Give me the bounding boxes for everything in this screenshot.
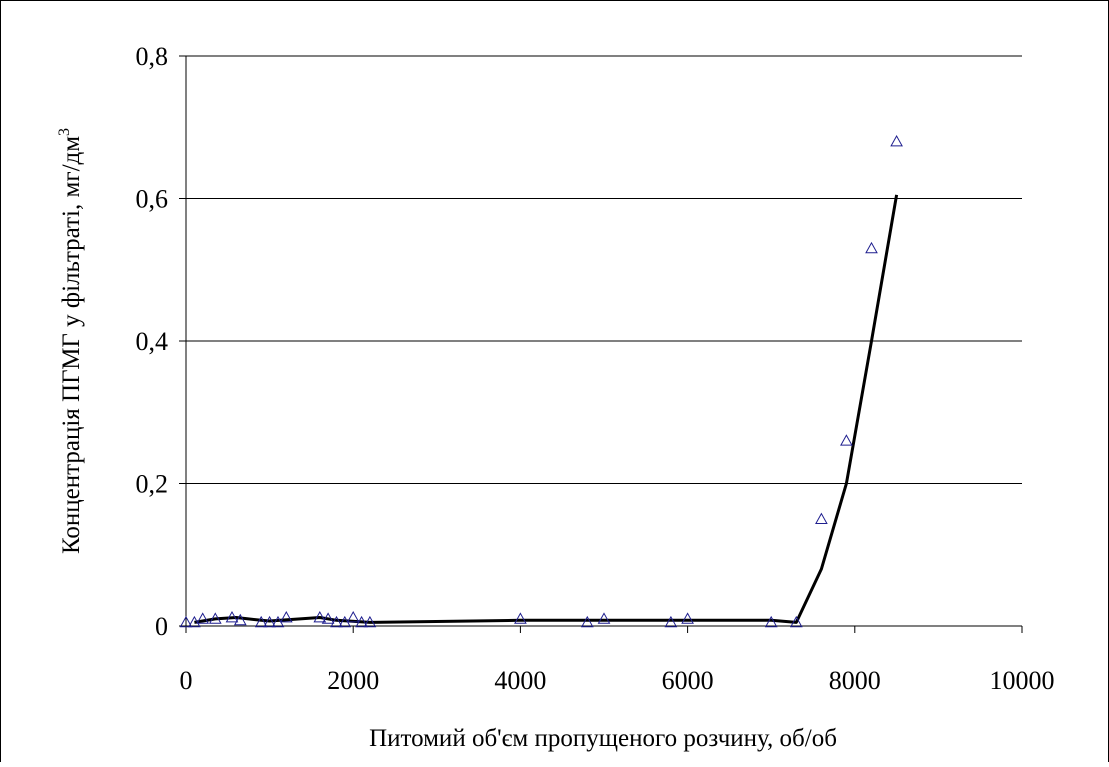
gridlines bbox=[186, 55, 1022, 484]
y-axis-label: Концентрація ПГМГ у фільтраті, мг/дм3 bbox=[56, 128, 85, 554]
y-tick-label-3: 0,6 bbox=[136, 185, 169, 214]
y-tick-labels: 0 0,2 0,4 0,6 0,8 bbox=[136, 42, 169, 641]
data-point-23 bbox=[789, 615, 803, 628]
data-point-25 bbox=[840, 434, 853, 446]
x-tick-labels: 0 2000 4000 6000 8000 10000 bbox=[180, 666, 1055, 695]
data-point-27 bbox=[890, 134, 903, 147]
data-point-5 bbox=[233, 613, 247, 626]
x-tick-label-3: 6000 bbox=[662, 666, 714, 695]
y-tick-label-4: 0,8 bbox=[136, 42, 169, 71]
data-point-2 bbox=[196, 612, 210, 624]
data-point-17 bbox=[514, 612, 527, 624]
series-markers bbox=[179, 134, 903, 628]
data-point-21 bbox=[681, 612, 694, 624]
x-tick-label-1: 2000 bbox=[327, 666, 379, 695]
data-point-12 bbox=[330, 615, 343, 628]
data-point-20 bbox=[664, 615, 678, 628]
data-point-0 bbox=[179, 615, 193, 628]
data-point-14 bbox=[346, 610, 360, 623]
data-point-3 bbox=[208, 612, 222, 624]
y-axis-label-group: Концентрація ПГМГ у фільтраті, мг/дм3 bbox=[56, 128, 85, 554]
x-tick-label-0: 0 bbox=[180, 666, 193, 695]
x-axis-label: Питомий об'єм пропущеного розчину, об/об bbox=[369, 725, 837, 752]
data-point-19 bbox=[597, 612, 611, 624]
axes bbox=[179, 55, 1023, 633]
data-point-22 bbox=[764, 615, 778, 628]
data-point-1 bbox=[188, 615, 201, 628]
data-point-16 bbox=[363, 615, 377, 628]
y-axis-label-text: Концентрація ПГМГ у фільтраті, мг/дм bbox=[58, 136, 85, 554]
data-point-9 bbox=[279, 610, 293, 623]
y-tick-label-1: 0,2 bbox=[136, 470, 169, 499]
data-point-24 bbox=[815, 512, 828, 524]
x-tick-label-4: 8000 bbox=[829, 666, 881, 695]
data-point-6 bbox=[254, 615, 268, 628]
x-tick-label-2: 4000 bbox=[494, 666, 546, 695]
data-point-4 bbox=[225, 610, 239, 623]
data-point-11 bbox=[321, 612, 335, 624]
data-point-26 bbox=[865, 241, 878, 254]
series-line-1 bbox=[194, 194, 899, 624]
data-point-7 bbox=[263, 615, 276, 628]
data-point-15 bbox=[355, 615, 368, 628]
series-lines bbox=[194, 194, 899, 624]
data-point-18 bbox=[580, 615, 594, 628]
data-point-10 bbox=[313, 610, 327, 623]
x-tick-label-5: 10000 bbox=[990, 666, 1055, 695]
y-tick-label-0: 0 bbox=[155, 612, 168, 641]
y-axis-label-superscript: 3 bbox=[56, 128, 73, 136]
y-tick-label-2: 0,4 bbox=[136, 327, 169, 356]
